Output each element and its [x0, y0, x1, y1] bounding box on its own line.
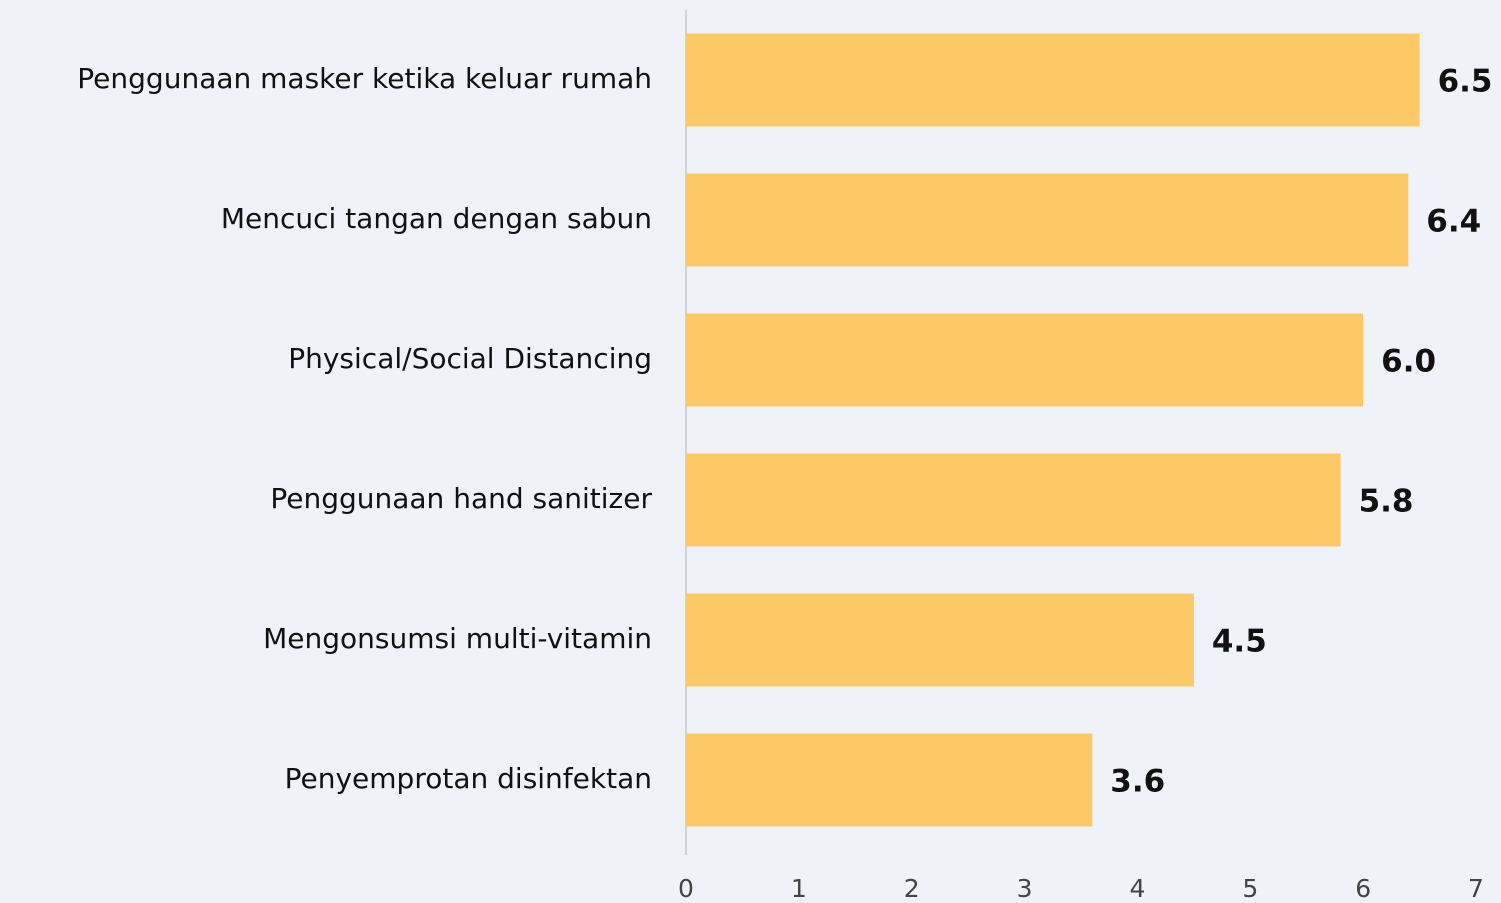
x-tick-label: 1 [791, 874, 807, 903]
bar [686, 733, 1093, 827]
x-tick-label: 6 [1355, 874, 1371, 903]
category-label: Penggunaan masker ketika keluar rumah [77, 62, 652, 95]
category-label: Penyemprotan disinfektan [285, 762, 652, 795]
bar [686, 173, 1409, 267]
x-tick-label: 0 [678, 874, 694, 903]
bar [686, 33, 1420, 127]
x-tick-label: 3 [1017, 874, 1033, 903]
category-label: Mengonsumsi multi-vitamin [263, 622, 652, 655]
value-label: 6.5 [1438, 64, 1493, 100]
value-label: 3.6 [1110, 764, 1165, 800]
bar [686, 593, 1194, 687]
value-label: 5.8 [1359, 484, 1414, 520]
x-tick-label: 2 [904, 874, 920, 903]
category-label: Penggunaan hand sanitizer [270, 482, 652, 515]
category-label: Physical/Social Distancing [288, 342, 652, 375]
value-label: 4.5 [1212, 624, 1267, 660]
x-tick-label: 7 [1468, 874, 1484, 903]
x-tick-label: 4 [1129, 874, 1145, 903]
bar [686, 313, 1364, 407]
value-label: 6.0 [1381, 344, 1436, 380]
value-label: 6.4 [1426, 204, 1481, 240]
bar [686, 453, 1341, 547]
x-tick-label: 5 [1242, 874, 1258, 903]
category-label: Mencuci tangan dengan sabun [221, 202, 652, 235]
